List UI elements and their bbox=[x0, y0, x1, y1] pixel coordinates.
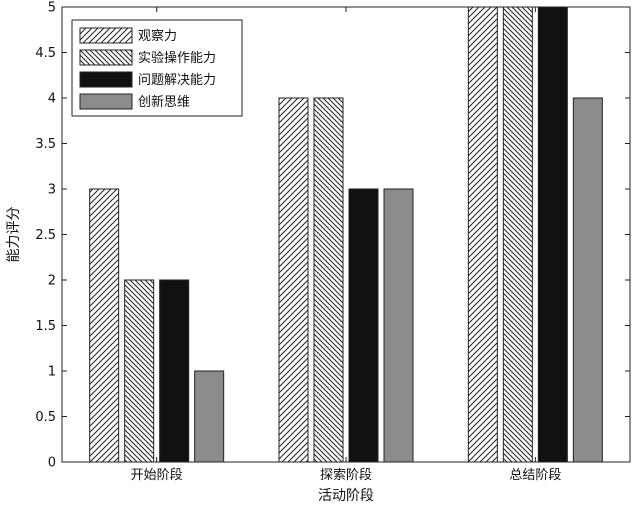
y-tick-label: 1 bbox=[48, 365, 56, 380]
legend-swatch bbox=[79, 93, 133, 110]
bar bbox=[278, 97, 309, 463]
bar bbox=[348, 188, 379, 463]
bar bbox=[383, 188, 414, 463]
legend-swatch bbox=[79, 49, 133, 66]
x-tick-label: 开始阶段 bbox=[131, 468, 183, 483]
bar bbox=[89, 188, 120, 463]
y-axis: 0 0.5 1 1.5 2 2.5 3 3.5 4 4.5 5 bbox=[35, 1, 630, 471]
legend-swatch bbox=[79, 27, 133, 44]
y-tick-label: 0.5 bbox=[35, 410, 56, 425]
bar bbox=[502, 6, 533, 463]
bar bbox=[159, 279, 190, 463]
x-axis: 开始阶段 探索阶段 总结阶段 bbox=[131, 7, 561, 483]
y-tick-label: 4.5 bbox=[35, 46, 56, 61]
y-axis-title: 能力评分 bbox=[6, 207, 22, 263]
bar bbox=[194, 370, 225, 463]
x-tick-label: 探索阶段 bbox=[320, 468, 372, 483]
legend-swatch bbox=[79, 71, 133, 88]
legend-label: 问题解决能力 bbox=[138, 73, 216, 88]
y-tick-label: 5 bbox=[48, 1, 56, 16]
legend-label: 实验操作能力 bbox=[138, 50, 216, 66]
bar bbox=[537, 6, 568, 463]
y-tick-label: 0 bbox=[48, 456, 56, 471]
bar bbox=[467, 6, 498, 463]
legend-label: 创新思维 bbox=[138, 94, 190, 110]
bar bbox=[124, 279, 155, 463]
x-tick-label: 总结阶段 bbox=[509, 468, 561, 483]
legend-label: 观察力 bbox=[138, 29, 177, 44]
x-axis-title: 活动阶段 bbox=[318, 488, 374, 504]
bars-group bbox=[89, 6, 603, 463]
y-tick-label: 2.5 bbox=[35, 228, 56, 243]
bar bbox=[313, 97, 344, 463]
y-tick-label: 3 bbox=[48, 183, 56, 198]
plot-frame bbox=[61, 6, 631, 463]
y-tick-label: 2 bbox=[48, 274, 56, 289]
bar bbox=[572, 97, 603, 463]
y-tick-label: 1.5 bbox=[35, 319, 56, 334]
y-tick-label: 3.5 bbox=[35, 137, 56, 152]
y-tick-label: 4 bbox=[48, 92, 56, 107]
